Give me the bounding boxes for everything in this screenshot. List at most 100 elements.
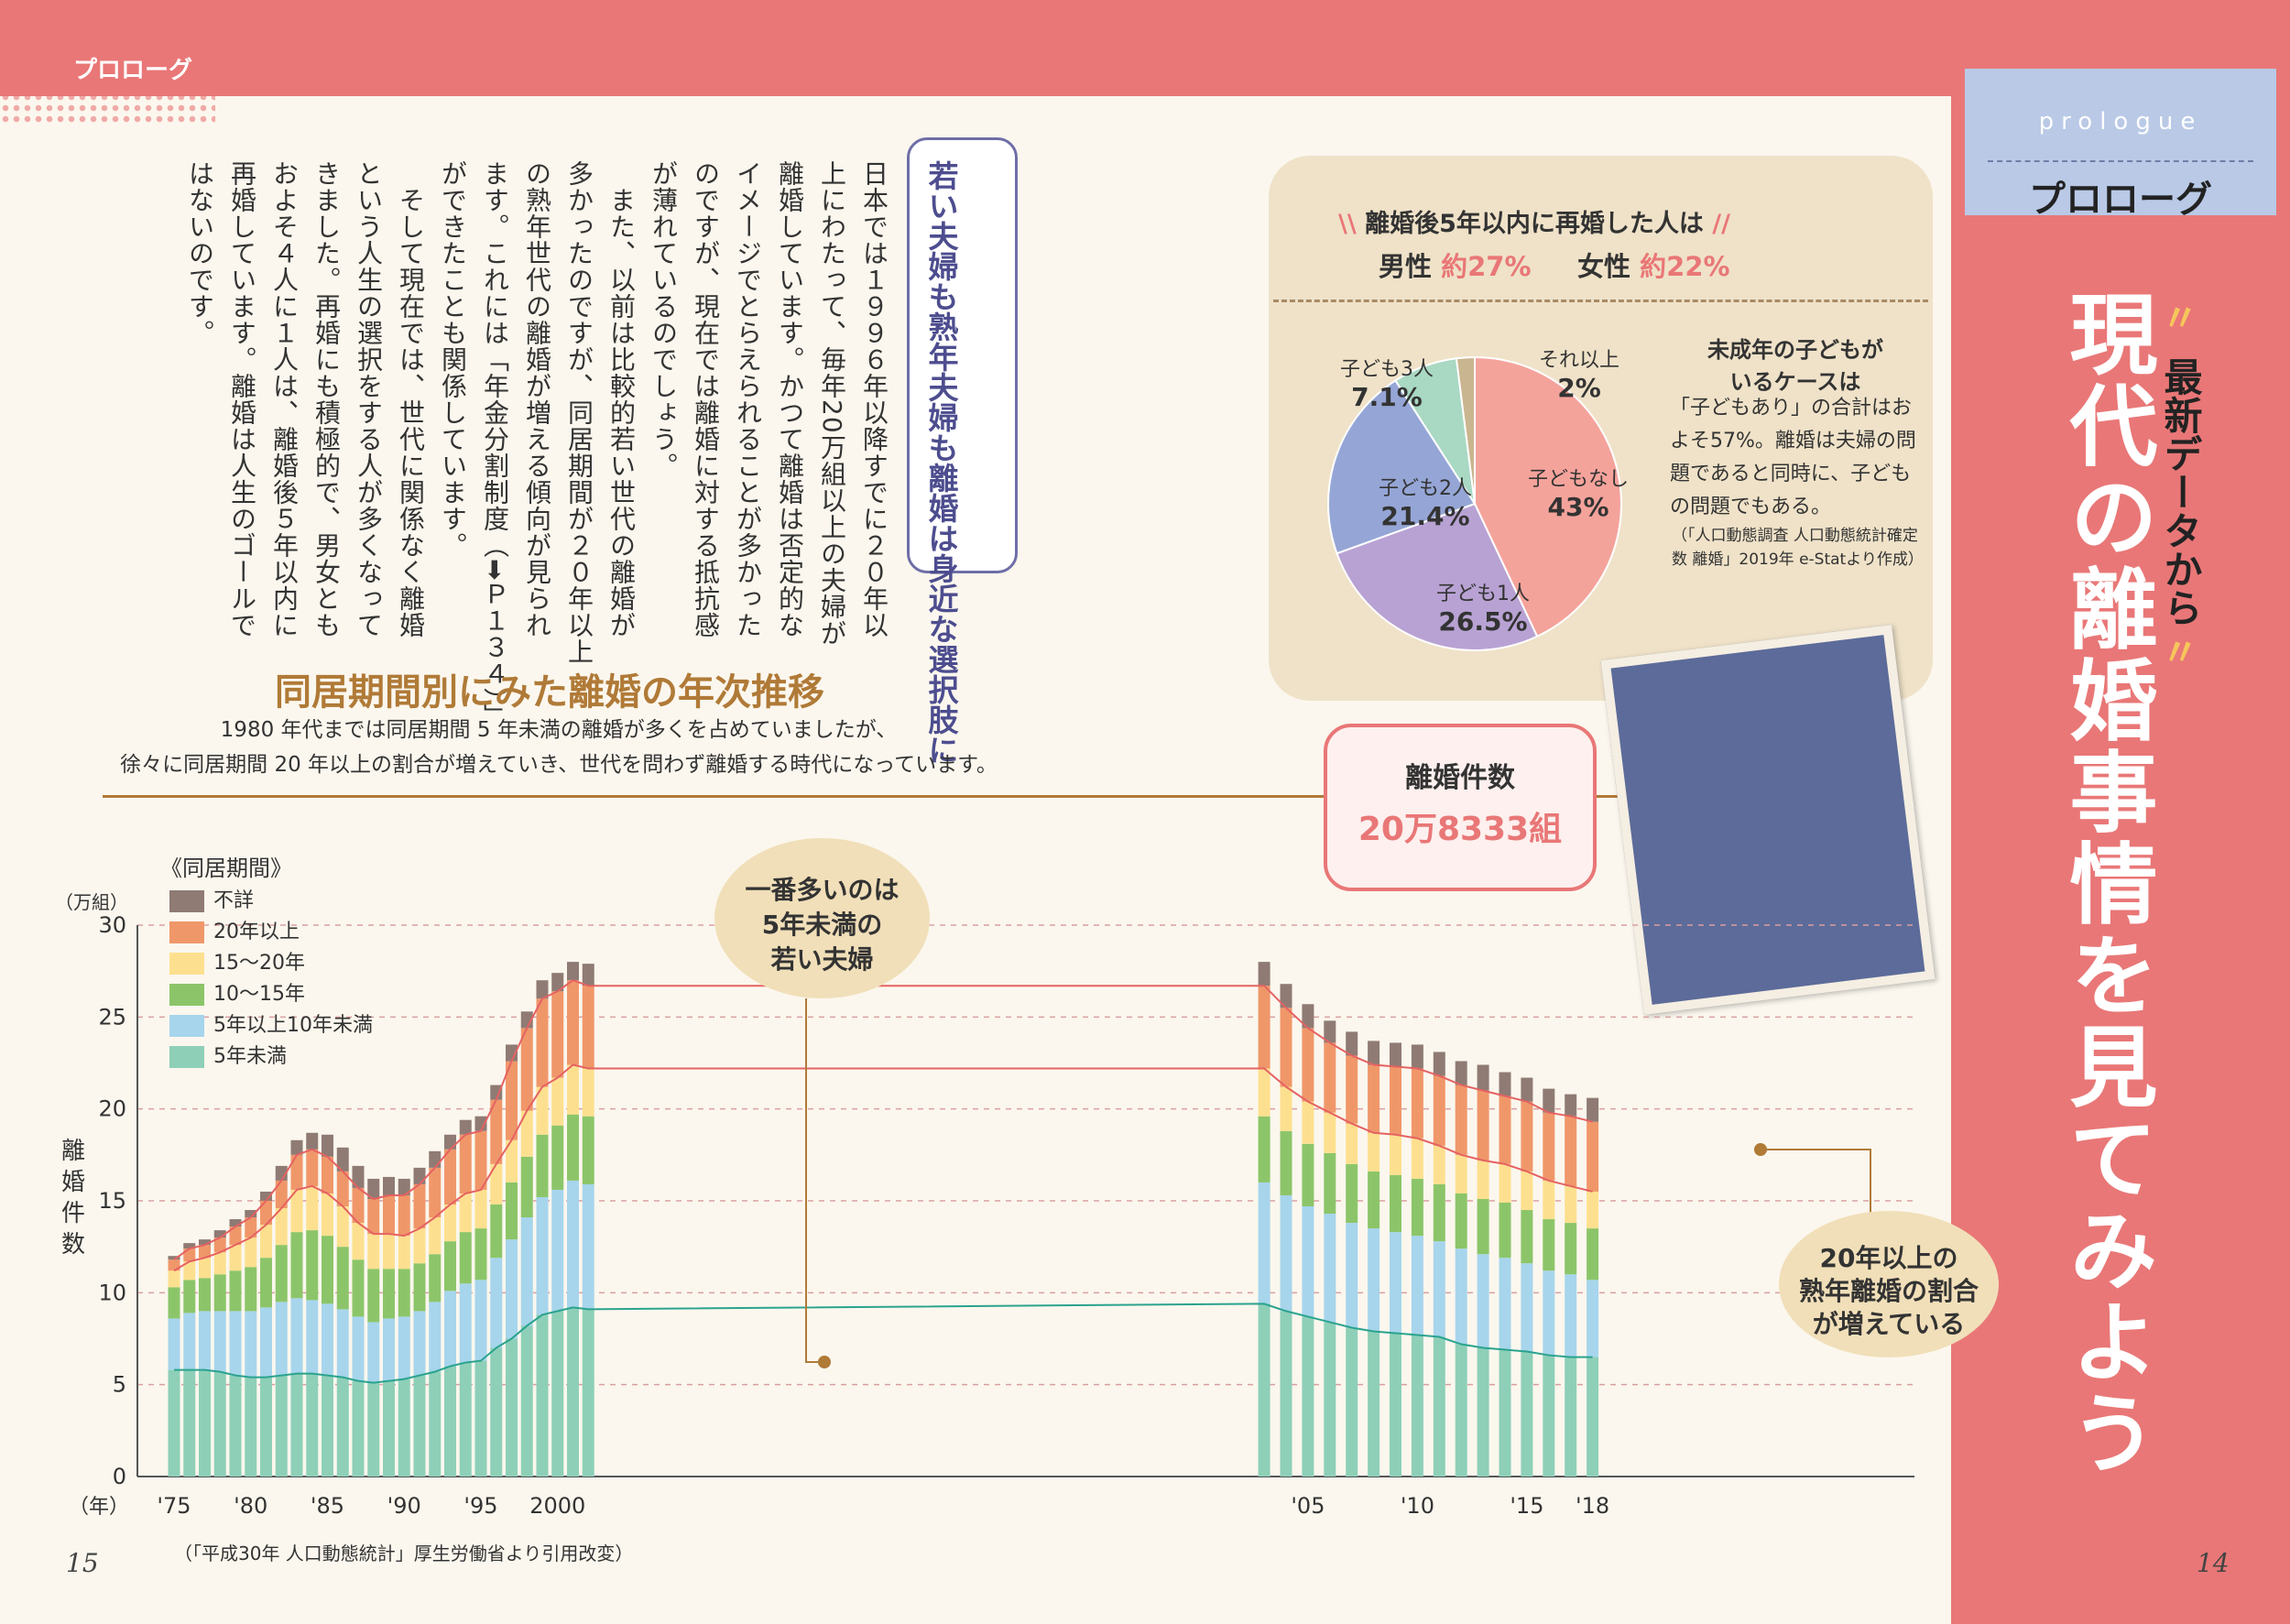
bar-segment [1368, 1331, 1380, 1477]
bar-segment [520, 1156, 533, 1218]
body-column: イメージでとらえられることが多かった [733, 160, 763, 638]
y-tick-label: 15 [98, 1188, 126, 1214]
bar-segment [1521, 1351, 1533, 1477]
accent-marks-icon: 〃 [2162, 298, 2198, 340]
bar-segment [506, 1182, 518, 1240]
bar-segment [444, 1241, 456, 1292]
x-tick-label: '90 [387, 1493, 421, 1519]
y-tick-label: 25 [98, 1004, 126, 1030]
bar-segment [245, 1311, 257, 1378]
bar-segment [290, 1154, 303, 1190]
bar-segment [536, 1086, 549, 1135]
legend-label: 5年以上10年未満 [213, 1014, 373, 1037]
bar-segment [1433, 1336, 1445, 1477]
legend-swatch [169, 984, 204, 1006]
bar-segment [290, 1373, 303, 1477]
y-tick-label: 5 [113, 1372, 126, 1398]
bar-segment [413, 1311, 426, 1376]
bar-segment [520, 1217, 533, 1326]
bar-segment [398, 1269, 410, 1317]
bar-segment [1477, 1064, 1489, 1091]
accent-marks-icon: 〃 [2162, 632, 2198, 674]
bar-segment [413, 1375, 426, 1477]
bar-segment [1543, 1219, 1555, 1271]
bar-segment [199, 1245, 211, 1259]
bar-segment [567, 980, 579, 1065]
pie-slice-label: 子ども2人 21.4% [1379, 472, 1472, 531]
bar-segment [229, 1311, 242, 1376]
bar-segment [352, 1223, 365, 1260]
x-tick-label: '85 [311, 1493, 344, 1519]
bar-segment [520, 1110, 533, 1157]
bar-segment [1455, 1248, 1467, 1345]
bar-segment [1324, 1214, 1336, 1323]
bar-segment [1455, 1154, 1467, 1193]
pie-slice-value: 2% [1557, 373, 1601, 403]
page-number-right: 14 [2197, 1548, 2230, 1578]
remarriage-heading-text: 離婚後5年以内に再婚した人は [1365, 210, 1704, 238]
y-axis-label: 婚 [61, 1169, 85, 1196]
bar-segment [1302, 1206, 1314, 1317]
bar-segment [474, 1130, 487, 1190]
chart-description-line: 徐々に同居期間 20 年以上の割合が増えていき、世代を問わず離婚する時代になって… [120, 753, 998, 777]
body-column: ます。これには「年金分割制度（➡Ｐ１３４）」 [480, 160, 510, 728]
bar-segment [383, 1380, 395, 1477]
y-tick-label: 0 [113, 1464, 126, 1489]
bar-segment [168, 1270, 180, 1288]
pie-slice-label: 子ども3人 7.1% [1340, 353, 1434, 412]
bar-segment [459, 1193, 472, 1233]
bar-segment [168, 1256, 180, 1260]
bar-segment [398, 1316, 410, 1379]
bar-segment [1587, 1097, 1599, 1122]
bar-segment [1411, 1068, 1423, 1139]
bar-segment [336, 1247, 349, 1310]
bar-segment [536, 1314, 549, 1477]
bar-segment [306, 1185, 319, 1231]
pie-slice [1336, 502, 1539, 651]
bar-segment [260, 1377, 272, 1477]
bar-segment [1390, 1232, 1401, 1334]
bar-segment [1587, 1280, 1599, 1357]
bar-segment [444, 1149, 456, 1205]
bar-segment [474, 1228, 487, 1281]
bar-segment [199, 1311, 211, 1370]
bar-segment [1455, 1193, 1467, 1249]
bar-segment [1565, 1274, 1577, 1357]
bar-segment [551, 1077, 564, 1126]
y-tick-label: 10 [98, 1280, 126, 1305]
bar-segment [352, 1165, 365, 1188]
pie-side-text: 「子どもあり」の合計はおよそ57%。離婚は夫婦の問題であると同時に、子どもの問題… [1670, 397, 1916, 518]
pie-slice-label: 子ども1人 26.5% [1436, 577, 1530, 637]
trend-line [174, 1302, 1593, 1384]
bar-segment [551, 1189, 564, 1312]
bar-segment [1258, 1116, 1270, 1183]
bar-segment [551, 973, 564, 992]
bar-segment [275, 1375, 288, 1477]
annotation-leader [1761, 1149, 1871, 1218]
legend-item: 5年以上10年未満 [169, 1008, 373, 1037]
body-column: のですが、現在では離婚に対する抵抗感 [691, 160, 721, 638]
bar-segment [520, 1325, 533, 1477]
bar-segment [1302, 1316, 1314, 1477]
bar-segment [1521, 1171, 1533, 1211]
bar-segment [1477, 1090, 1489, 1161]
bar-segment [1543, 1355, 1555, 1477]
bar-segment [536, 1134, 549, 1197]
bar-segment [506, 1239, 518, 1339]
bar-segment [1565, 1185, 1577, 1224]
bar-segment [1411, 1138, 1423, 1179]
bar-segment [1302, 1004, 1314, 1029]
bar-segment [1390, 1174, 1401, 1233]
bar-segment [1587, 1357, 1599, 1477]
bar-segment [1368, 1132, 1380, 1172]
trend-line [173, 979, 1593, 1261]
pie-slice [1327, 379, 1477, 555]
bar-segment [383, 1318, 395, 1381]
bubble-line: 20年以上の [1819, 1243, 1958, 1273]
prologue-tag-jp: プロローグ [2029, 179, 2212, 221]
bar-segment [520, 1028, 533, 1111]
bar-segment [290, 1189, 303, 1233]
female-label: 女性 [1577, 251, 1631, 282]
bar-segment [229, 1219, 242, 1227]
annotation-dot [1754, 1143, 1767, 1156]
